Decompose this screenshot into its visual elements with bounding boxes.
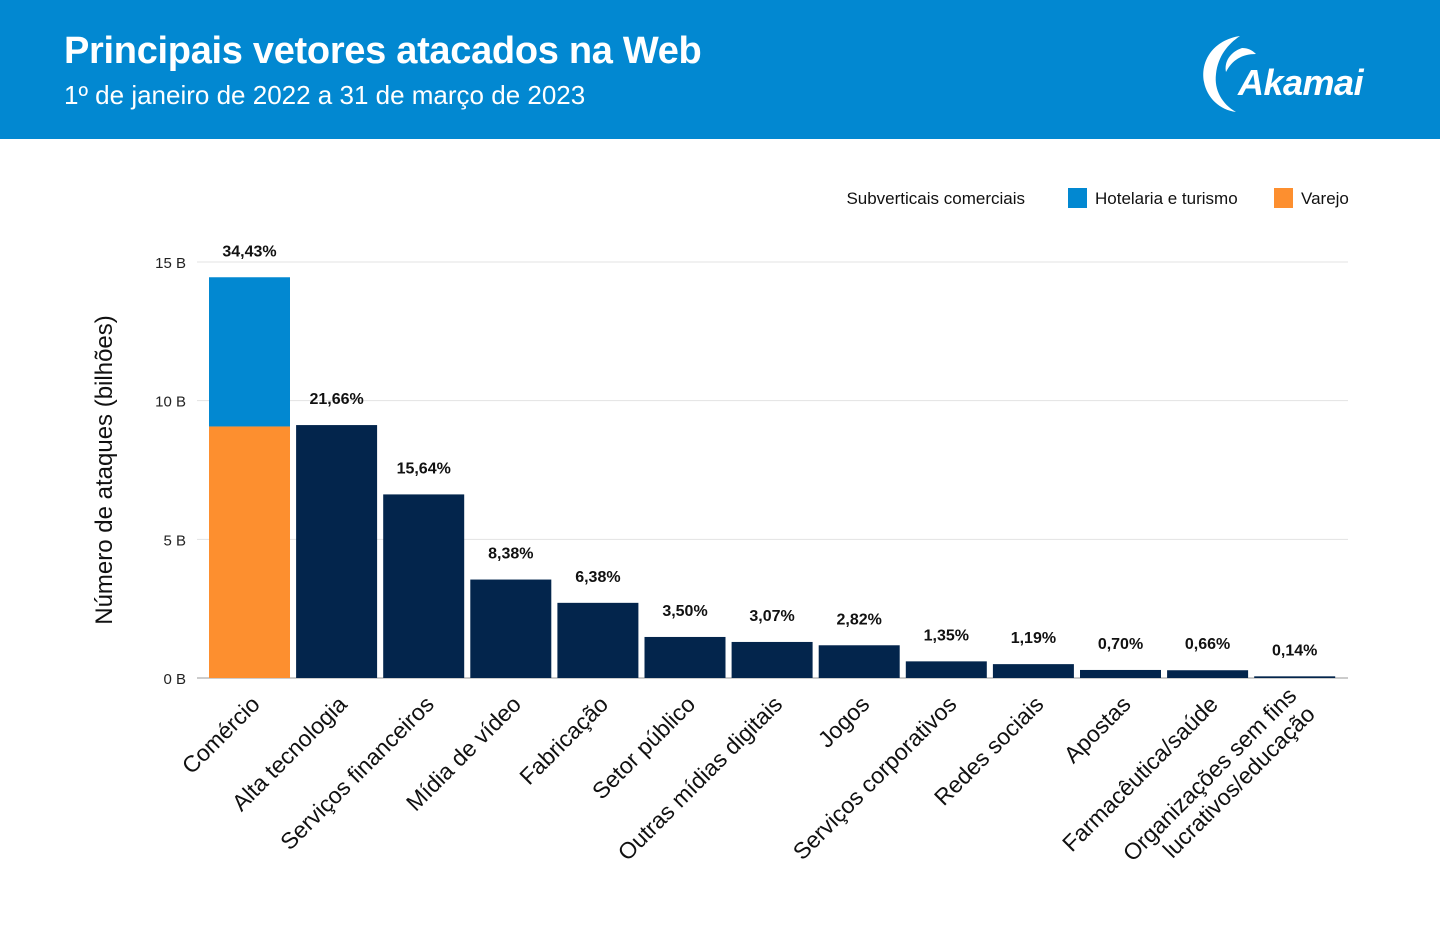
y-tick-label: 5 B: [163, 532, 186, 549]
chart-subtitle: 1º de janeiro de 2022 a 31 de março de 2…: [64, 80, 586, 110]
bar: [557, 602, 639, 678]
bar: [644, 636, 726, 678]
category-label-text: Serviços corporativos: [788, 691, 962, 865]
legend-label-varejo: Varejo: [1301, 189, 1349, 208]
legend: Subverticais comerciais Hotelaria e turi…: [846, 188, 1349, 208]
category-label: Serviços corporativos: [788, 691, 962, 865]
akamai-logo: Akamai: [1196, 30, 1396, 116]
category-label-text: Comércio: [177, 691, 265, 779]
bar-value-label: 1,19%: [1011, 630, 1056, 647]
value-labels: 34,43% 21,66% 15,64% 8,38% 6,38% 3,50% 3,07% 2,…: [222, 243, 1317, 659]
legend-swatch-varejo: [1274, 188, 1293, 208]
category-label: Comércio: [177, 691, 265, 779]
y-axis-ticks: 0 B 5 B 10 B 15 B: [155, 255, 186, 688]
y-tick-label: 0 B: [163, 671, 186, 688]
bar: [1167, 670, 1249, 678]
bar-value-label: 0,66%: [1185, 636, 1230, 653]
category-label: Jogos: [813, 691, 875, 753]
bar: [731, 641, 813, 678]
bar: [296, 425, 378, 678]
header-banner: Principais vetores atacados na Web 1º de…: [0, 0, 1440, 139]
bar: [992, 664, 1074, 678]
chart-title: Principais vetores atacados na Web: [64, 30, 702, 72]
bar-value-label: 6,38%: [575, 569, 620, 586]
category-label-text: Serviços financeiros: [275, 691, 439, 855]
bar-value-label: 1,35%: [924, 627, 969, 644]
y-tick-label: 10 B: [155, 394, 186, 411]
akamai-swoosh-icon: [1203, 36, 1256, 112]
y-axis-label: Número de ataques (bilhões): [91, 315, 118, 625]
bars: [209, 277, 1336, 678]
category-label-text: Apostas: [1059, 691, 1136, 768]
legend-label-hotelaria: Hotelaria e turismo: [1095, 189, 1238, 208]
bar: [1080, 669, 1161, 678]
category-label-text: Jogos: [813, 691, 875, 753]
legend-swatch-hotelaria: [1068, 188, 1087, 208]
legend-title: Subverticais comerciais: [846, 189, 1025, 208]
bar-value-label: 2,82%: [837, 611, 882, 628]
bar-value-label: 0,70%: [1098, 636, 1143, 653]
bar: [470, 579, 552, 678]
logo-wordmark: Akamai: [1238, 62, 1364, 103]
bar-value-label: 0,14%: [1272, 642, 1317, 659]
bar-segment-hotelaria: [209, 277, 290, 427]
bar-value-label: 8,38%: [488, 546, 533, 563]
category-label: Serviços financeiros: [275, 691, 439, 855]
bar-value-label: 21,66%: [309, 391, 363, 408]
bar-value-label: 3,50%: [662, 603, 707, 620]
bar: [1254, 676, 1336, 678]
bar-value-label: 15,64%: [397, 460, 451, 477]
bar: [383, 494, 465, 678]
category-label: Apostas: [1059, 691, 1136, 768]
bar: [818, 645, 900, 678]
bar-value-label: 34,43%: [222, 243, 276, 260]
bar-segment-varejo: [209, 426, 290, 678]
bar-chart: 0 B 5 B 10 B 15 B 34,43% 21,66% 15,64% 8,38% 6,…: [91, 188, 1349, 866]
bar: [905, 661, 987, 678]
bar-value-label: 3,07%: [749, 608, 794, 625]
category-label-text: Outras mídias digitais: [613, 691, 788, 866]
category-label: Outras mídias digitais: [613, 691, 788, 866]
y-tick-label: 15 B: [155, 255, 186, 272]
